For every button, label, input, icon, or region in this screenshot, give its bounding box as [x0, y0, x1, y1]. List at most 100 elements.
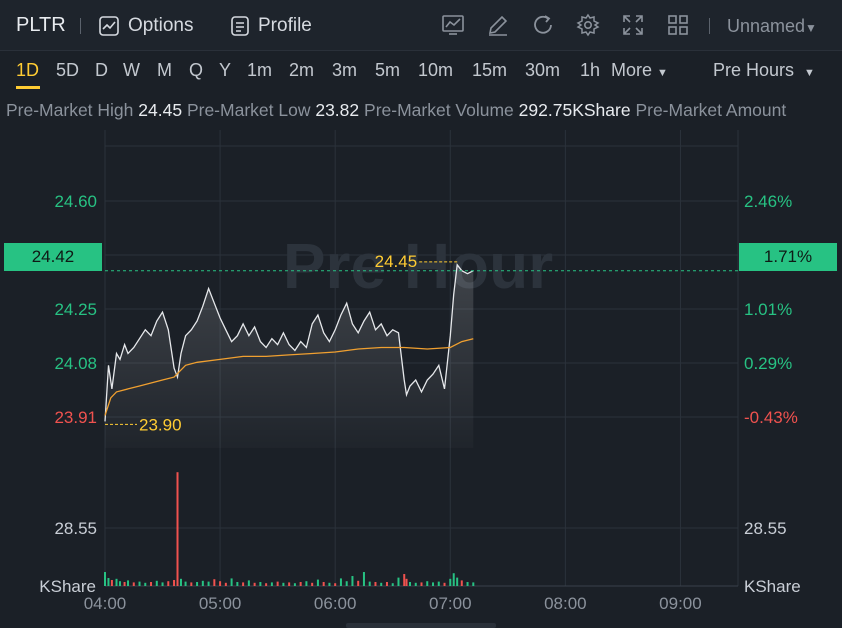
active-period-underline — [16, 86, 40, 89]
volume-bar — [282, 582, 285, 586]
time-axis-label: 05:00 — [199, 594, 242, 613]
volume-bar — [155, 580, 158, 586]
options-chart-icon — [99, 16, 119, 36]
volume-bar — [179, 578, 182, 586]
current-change-badge: 1.71% — [739, 243, 837, 271]
more-periods-dropdown[interactable]: More ▼ — [611, 60, 668, 81]
refresh-icon[interactable] — [531, 13, 555, 37]
volume-bar — [351, 576, 354, 586]
session-dropdown[interactable]: Pre Hours ▼ — [713, 60, 815, 81]
premarket-volume-label: Pre-Market Volume — [364, 100, 514, 120]
period-d[interactable]: D — [95, 60, 108, 80]
volume-bar — [334, 583, 337, 586]
profile-doc-icon — [231, 16, 249, 36]
fullscreen-icon[interactable] — [621, 13, 645, 37]
volume-bar — [472, 582, 475, 586]
price-axis-label: 24.08 — [54, 354, 97, 373]
volume-bar — [456, 577, 459, 586]
draw-icon[interactable] — [486, 13, 510, 37]
ticker-symbol[interactable]: PLTR — [16, 14, 66, 36]
volume-bar — [176, 472, 179, 586]
divider — [80, 18, 81, 34]
volume-bar — [449, 578, 452, 586]
volume-bar — [316, 579, 319, 586]
settings-icon[interactable] — [576, 13, 600, 37]
volume-bar — [219, 581, 222, 586]
volume-bar — [224, 582, 227, 586]
period-bar: More ▼ Pre Hours ▼ 1D 5D D W M Q Y 1m 2m 3m 5m 10m 1… — [0, 54, 842, 89]
volume-bar — [420, 582, 423, 586]
premarket-high-label: Pre-Market High — [6, 100, 134, 120]
options-label: Options — [128, 15, 194, 36]
caret-down-icon: ▼ — [657, 67, 668, 79]
period-15m[interactable]: 15m — [472, 60, 508, 80]
period-1h[interactable]: 1h — [580, 60, 601, 80]
volume-bar — [265, 583, 268, 586]
volume-bar — [104, 572, 106, 586]
volume-bar — [368, 581, 371, 586]
premarket-info-bar: Pre-Market High 24.45 Pre-Market Low 23.… — [6, 100, 842, 121]
period-3m[interactable]: 3m — [332, 60, 358, 80]
volume-bar — [110, 580, 113, 586]
average-price-line — [104, 338, 474, 416]
volume-bar — [288, 582, 291, 586]
volume-bar — [247, 580, 250, 586]
period-5m[interactable]: 5m — [375, 60, 401, 80]
volume-bar — [293, 583, 296, 586]
chart-scrollbar[interactable] — [346, 623, 496, 628]
premarket-volume-value: 292.75KShare — [518, 100, 631, 120]
time-axis-label: 06:00 — [314, 594, 357, 613]
volume-bar — [408, 582, 411, 586]
profile-button[interactable]: Profile — [230, 15, 312, 37]
period-10m[interactable]: 10m — [418, 60, 454, 80]
options-button[interactable]: Options — [98, 15, 193, 37]
more-label: More — [611, 60, 653, 80]
period-30m[interactable]: 30m — [525, 60, 561, 80]
percent-axis-label: 0.29% — [744, 354, 792, 373]
volume-bar — [196, 582, 199, 586]
volume-bar — [213, 579, 216, 586]
percent-axis-label: -0.43% — [744, 408, 798, 427]
volume-bar — [311, 582, 314, 586]
volume-bar — [426, 581, 429, 586]
session-label: Pre Hours — [713, 60, 795, 80]
volume-bar — [276, 581, 279, 586]
period-1d[interactable]: 1D — [16, 60, 40, 80]
volume-unit-label-right: KShare — [744, 577, 801, 596]
volume-bar — [305, 581, 308, 586]
period-q[interactable]: Q — [189, 60, 204, 80]
divider — [709, 18, 710, 34]
premarket-low-label: Pre-Market Low — [186, 100, 311, 120]
volume-bar — [236, 582, 239, 586]
volume-bar — [432, 582, 435, 586]
indicator-icon[interactable] — [441, 13, 465, 37]
volume-bar — [391, 583, 394, 586]
volume-bar — [201, 580, 204, 586]
price-axis-label: 23.91 — [54, 408, 97, 427]
volume-bar — [270, 582, 273, 586]
volume-bar — [173, 580, 176, 586]
volume-bar — [397, 577, 400, 586]
volume-bar — [242, 582, 245, 586]
layout-name: Unnamed — [727, 16, 806, 36]
period-2m[interactable]: 2m — [289, 60, 315, 80]
volume-bar — [259, 582, 262, 586]
volume-bar — [414, 582, 417, 586]
caret-down-icon: ▼ — [804, 67, 815, 79]
period-y[interactable]: Y — [219, 60, 232, 80]
premarket-low-value: 23.82 — [315, 100, 360, 120]
volume-bar — [466, 582, 469, 586]
layout-dropdown[interactable]: Unnamed▼ — [727, 16, 817, 37]
period-5d[interactable]: 5D — [56, 60, 80, 80]
volume-bar — [115, 578, 118, 586]
layout-grid-icon[interactable] — [666, 13, 690, 37]
volume-bar — [357, 580, 360, 586]
volume-bar — [144, 582, 147, 586]
volume-bar — [380, 582, 383, 586]
high-marker-label: 24.45 — [375, 252, 418, 271]
volume-bar — [385, 582, 388, 586]
period-1m[interactable]: 1m — [247, 60, 273, 80]
period-w[interactable]: W — [123, 60, 140, 80]
period-m[interactable]: M — [157, 60, 172, 80]
